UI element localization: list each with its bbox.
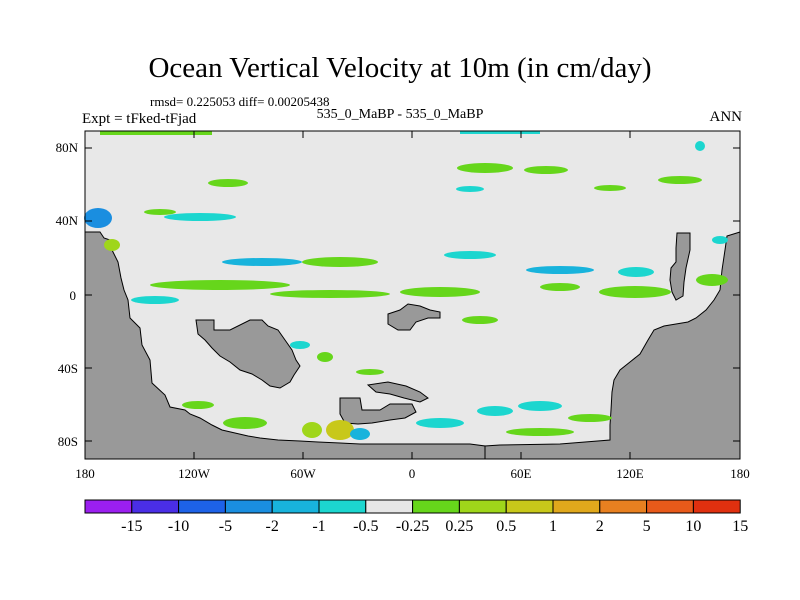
- map-panel: [84, 130, 741, 460]
- colorbar-swatch: [412, 499, 460, 514]
- experiment-label: Expt = tFked-tFjad: [82, 111, 197, 127]
- east-peninsula: [669, 232, 691, 301]
- y-axis: 80N 40N 0 40S 80S: [56, 140, 740, 449]
- patch: [144, 209, 176, 215]
- southern-strip: [366, 381, 429, 403]
- patch: [712, 236, 728, 244]
- patch: [599, 286, 671, 298]
- patch: [695, 141, 705, 151]
- patch: [457, 163, 513, 173]
- x-tick-label: 0: [409, 466, 416, 481]
- comparison-label: 535_0_MaBP - 535_0_MaBP: [316, 107, 484, 122]
- patch: [84, 208, 112, 228]
- patch: [568, 414, 612, 422]
- west-continent: [84, 231, 486, 460]
- colorbar-label: -2: [266, 518, 279, 535]
- patch: [356, 369, 384, 375]
- patch: [302, 422, 322, 438]
- colorbar-label: -1: [312, 518, 325, 535]
- patch: [150, 280, 290, 290]
- patch: [182, 401, 214, 409]
- x-tick-label: 60W: [290, 466, 316, 481]
- colorbar-swatch: [131, 499, 180, 514]
- patch: [594, 185, 626, 191]
- patch: [444, 251, 496, 259]
- colorbar-swatch: [178, 499, 226, 514]
- colorbar-label: 15: [732, 518, 748, 535]
- anomaly-patches: [84, 131, 728, 440]
- x-tick-label: 120W: [178, 466, 211, 481]
- patch: [100, 131, 212, 135]
- patch: [526, 266, 594, 274]
- colorbar-label: -5: [219, 518, 232, 535]
- y-tick-label: 80S: [58, 434, 78, 449]
- colorbar-label: 10: [685, 518, 701, 535]
- y-tick-label: 80N: [56, 140, 79, 155]
- colorbar-label: 5: [643, 518, 651, 535]
- colorbar-swatch: [552, 499, 601, 514]
- patch: [460, 131, 540, 134]
- patch: [164, 213, 236, 221]
- colorbar-swatch: [271, 499, 320, 514]
- colorbar-swatch: [692, 499, 741, 514]
- patch: [618, 267, 654, 277]
- patch: [326, 420, 354, 440]
- patch: [506, 428, 574, 436]
- patch: [540, 283, 580, 291]
- x-axis: 180 120W 60W 0 60E 120E 180: [75, 131, 750, 481]
- land: [84, 231, 741, 460]
- patch: [208, 179, 248, 187]
- patch: [400, 287, 480, 297]
- x-tick-label: 180: [75, 466, 95, 481]
- colorbar-label: 1: [549, 518, 557, 535]
- patch: [131, 296, 179, 304]
- patch: [416, 418, 464, 428]
- patch: [477, 406, 513, 416]
- patch: [302, 257, 378, 267]
- x-tick-label: 180: [730, 466, 750, 481]
- patch: [104, 239, 120, 251]
- patch: [222, 258, 302, 266]
- patch: [223, 417, 267, 429]
- colorbar-label: -10: [168, 518, 189, 535]
- small-island-equator: [387, 303, 441, 331]
- stats-label: rmsd= 0.225053 diff= 0.00205438: [150, 94, 330, 109]
- patch: [290, 341, 310, 349]
- colorbar-label: 2: [596, 518, 604, 535]
- colorbar-swatch: [505, 499, 554, 514]
- y-tick-label: 0: [70, 288, 77, 303]
- colorbar-swatch: [224, 499, 273, 514]
- x-tick-label: 120E: [616, 466, 644, 481]
- patch: [462, 316, 498, 324]
- colorbar-label: -0.5: [353, 518, 378, 535]
- east-continent: [484, 231, 741, 460]
- colorbar-swatch: [365, 499, 414, 514]
- colorbar-label: 0.25: [445, 518, 473, 535]
- patch: [350, 428, 370, 440]
- plot-title: Ocean Vertical Velocity at 10m (in cm/da…: [148, 52, 652, 84]
- patch: [270, 290, 390, 298]
- patch: [696, 274, 728, 286]
- colorbar: -15 -10 -5 -2 -1 -0.5 -0.25 0.25 0.5 1 2 5 10 15: [84, 499, 748, 535]
- colorbar-label: -15: [121, 518, 142, 535]
- patch: [524, 166, 568, 174]
- colorbar-label: 0.5: [496, 518, 516, 535]
- colorbar-swatch: [318, 499, 367, 514]
- mid-continent: [195, 319, 301, 389]
- colorbar-swatch: [646, 499, 694, 514]
- patch: [317, 352, 333, 362]
- colorbar-swatch: [599, 499, 648, 514]
- x-tick-label: 60E: [511, 466, 532, 481]
- colorbar-label: -0.25: [396, 518, 429, 535]
- colorbar-swatch: [84, 499, 133, 514]
- patch: [518, 401, 562, 411]
- patch: [658, 176, 702, 184]
- y-tick-label: 40S: [58, 361, 78, 376]
- y-tick-label: 40N: [56, 213, 79, 228]
- patch: [456, 186, 484, 192]
- season-label: ANN: [709, 109, 743, 125]
- colorbar-swatch: [458, 499, 507, 514]
